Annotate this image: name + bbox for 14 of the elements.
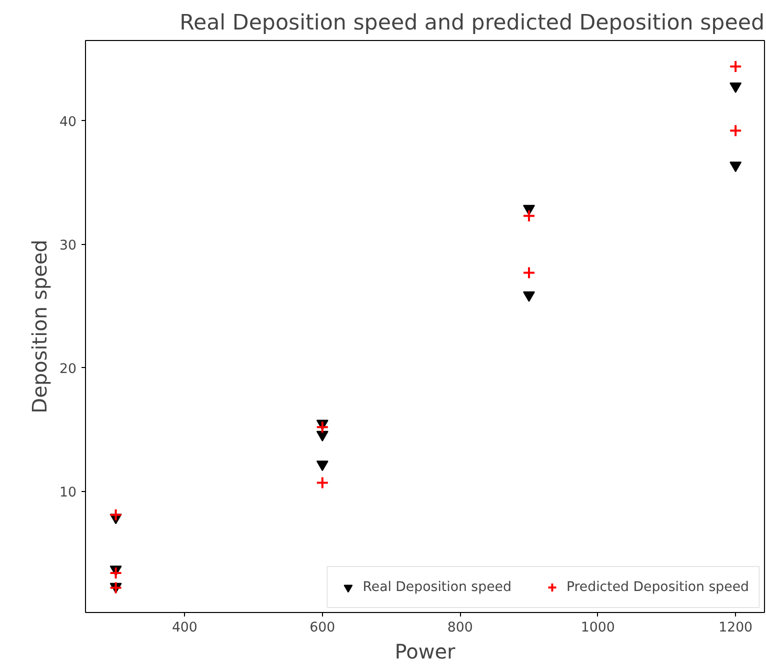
x-tick-label: 1000: [580, 620, 615, 636]
x-tick-label: 800: [447, 620, 473, 636]
x-tick-label: 1200: [718, 620, 753, 636]
chart-title: Real Deposition speed and predicted Deposition speed: [180, 10, 765, 36]
x-tick-label: 400: [172, 620, 198, 636]
y-tick-label: 20: [60, 362, 77, 377]
x-axis-title: Power: [394, 640, 456, 664]
x-tick-label: 600: [310, 620, 336, 636]
y-axis-title: Deposition speed: [28, 240, 52, 414]
y-tick-label: 30: [60, 238, 77, 254]
y-tick-label: 40: [60, 114, 77, 130]
y-tick-label: 10: [60, 485, 77, 500]
legend-label: Predicted Deposition speed: [566, 580, 749, 594]
legend-label: Real Deposition speed: [362, 580, 512, 594]
